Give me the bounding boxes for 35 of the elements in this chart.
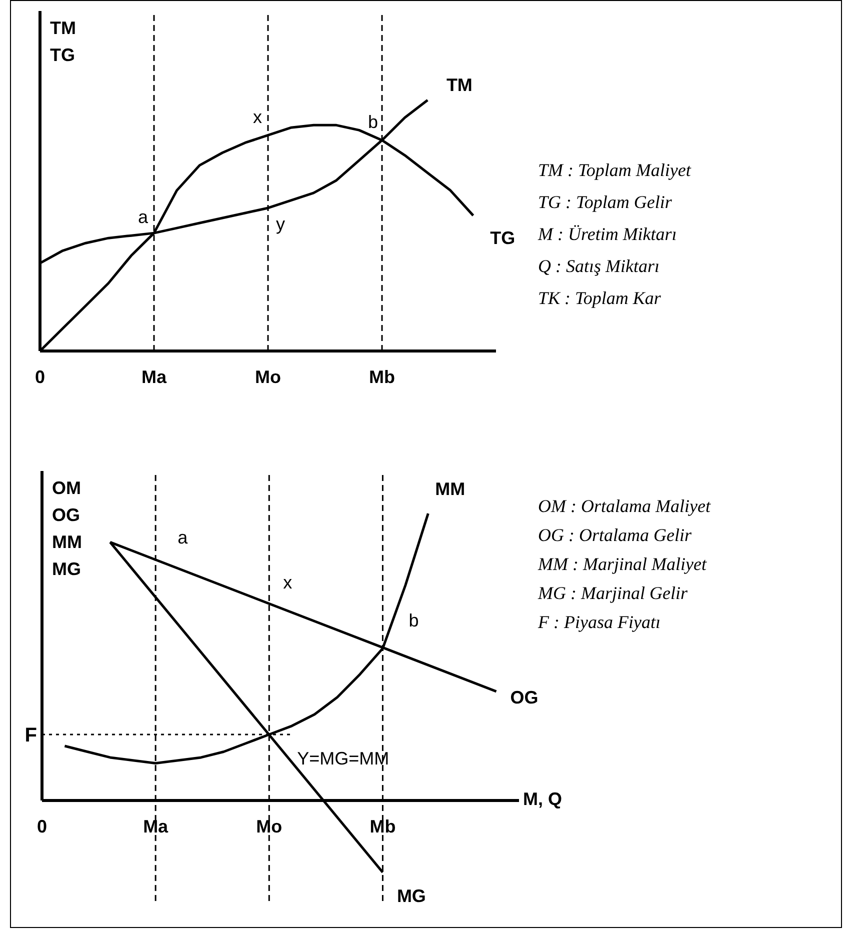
y-axis-title: TM TG	[50, 17, 76, 67]
text: MG : Marjinal Gelir	[538, 583, 688, 604]
text: TM : Toplam Maliyet	[538, 160, 691, 181]
text: TG : Toplam Gelir	[538, 192, 672, 213]
series-label: OG	[510, 687, 538, 708]
y-axis-title: OM OG MM MG	[52, 477, 82, 581]
annotation: y	[276, 214, 285, 234]
text: OG : Ortalama Gelir	[538, 525, 692, 546]
x-tick-label: 0	[36, 816, 48, 837]
series-label: TG	[490, 228, 516, 248]
text: TK : Toplam Kar	[538, 288, 661, 309]
x-tick-label: Mo	[256, 816, 282, 837]
text: M : Üretim Miktarı	[538, 224, 677, 245]
text: F : Piyasa Fiyatı	[538, 612, 660, 633]
x-tick-label: 0	[34, 367, 46, 387]
text: OM : Ortalama Maliyet	[538, 496, 710, 517]
annotation: Y=MG=MM	[297, 748, 390, 769]
x-tick-label: Mb	[370, 816, 396, 837]
x-tick-label: Ma	[143, 816, 170, 837]
series-label: TM	[446, 74, 472, 95]
annotation: b	[408, 610, 419, 630]
x-tick-label: Ma	[141, 367, 168, 387]
series-label: MG	[396, 886, 426, 906]
text: MM : Marjinal Maliyet	[538, 554, 706, 575]
series-label: MM	[435, 478, 466, 499]
x-tick-label: Mo	[255, 367, 281, 387]
annotation: x	[253, 107, 262, 128]
text: Q : Satış Miktarı	[538, 256, 660, 277]
ref-line-label: F	[24, 724, 37, 747]
annotation: a	[178, 527, 189, 548]
annotation: b	[368, 112, 378, 132]
annotation: a	[138, 207, 149, 228]
x-tick-label: Mb	[369, 367, 395, 387]
x-axis-title: M, Q	[523, 788, 562, 810]
annotation: x	[283, 572, 292, 592]
